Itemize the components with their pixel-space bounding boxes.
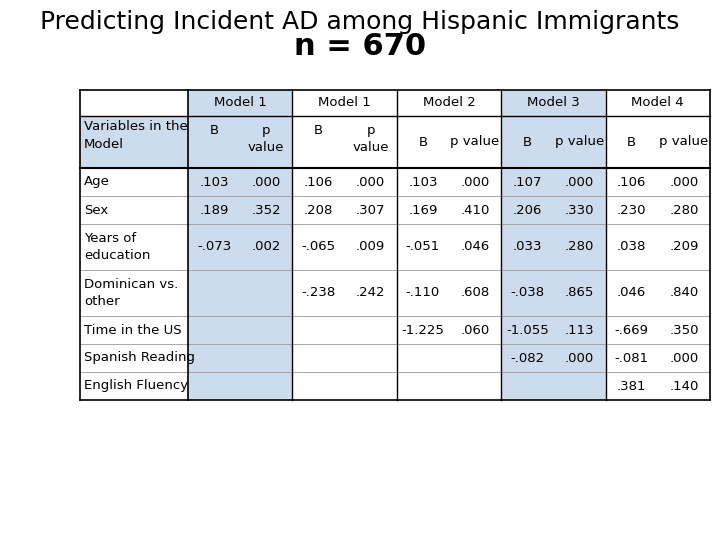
- Text: .103: .103: [199, 176, 229, 188]
- Text: Sex: Sex: [84, 204, 108, 217]
- Text: .840: .840: [670, 287, 698, 300]
- Text: .000: .000: [565, 176, 594, 188]
- Bar: [188, 90, 292, 400]
- Text: -.051: -.051: [406, 240, 440, 253]
- Text: .608: .608: [461, 287, 490, 300]
- Text: B: B: [314, 124, 323, 137]
- Text: .280: .280: [669, 204, 698, 217]
- Text: Model 4: Model 4: [631, 97, 684, 110]
- Text: .038: .038: [617, 240, 647, 253]
- Text: Spanish Reading: Spanish Reading: [84, 352, 195, 365]
- Text: .242: .242: [356, 287, 385, 300]
- Bar: [80, 116, 188, 168]
- Text: -.073: -.073: [197, 240, 231, 253]
- Text: .046: .046: [461, 240, 490, 253]
- Text: .060: .060: [461, 323, 490, 336]
- Text: .307: .307: [356, 204, 385, 217]
- Text: .189: .189: [199, 204, 229, 217]
- Text: B: B: [210, 124, 219, 137]
- Text: B: B: [523, 136, 532, 148]
- Text: Age: Age: [84, 176, 110, 188]
- Text: Model 2: Model 2: [423, 97, 475, 110]
- Text: Dominican vs.
other: Dominican vs. other: [84, 278, 179, 308]
- Bar: [501, 90, 606, 400]
- Text: .002: .002: [251, 240, 281, 253]
- Text: -.038: -.038: [510, 287, 544, 300]
- Text: B: B: [627, 136, 636, 148]
- Text: .033: .033: [513, 240, 542, 253]
- Text: .381: .381: [617, 380, 647, 393]
- Text: -1.225: -1.225: [402, 323, 444, 336]
- Text: p value: p value: [660, 136, 708, 148]
- Text: .000: .000: [670, 352, 698, 365]
- Text: Model 1: Model 1: [214, 97, 266, 110]
- Text: .113: .113: [564, 323, 594, 336]
- Text: English Fluency: English Fluency: [84, 380, 188, 393]
- Text: .000: .000: [565, 352, 594, 365]
- Text: -.238: -.238: [302, 287, 336, 300]
- Text: .000: .000: [252, 176, 281, 188]
- Text: -1.055: -1.055: [506, 323, 549, 336]
- Text: -.669: -.669: [615, 323, 649, 336]
- Text: .280: .280: [564, 240, 594, 253]
- Text: .000: .000: [356, 176, 385, 188]
- Text: .106: .106: [617, 176, 647, 188]
- Text: Years of
education: Years of education: [84, 232, 150, 262]
- Text: .208: .208: [304, 204, 333, 217]
- Text: .140: .140: [669, 380, 698, 393]
- Text: Model 3: Model 3: [527, 97, 580, 110]
- Text: p value: p value: [451, 136, 500, 148]
- Text: -.110: -.110: [406, 287, 440, 300]
- Text: p
value: p value: [248, 124, 284, 154]
- Text: .103: .103: [408, 176, 438, 188]
- Text: .209: .209: [669, 240, 698, 253]
- Text: .230: .230: [617, 204, 647, 217]
- Text: .352: .352: [251, 204, 281, 217]
- Text: .000: .000: [670, 176, 698, 188]
- Text: .009: .009: [356, 240, 385, 253]
- Text: p
value: p value: [353, 124, 389, 154]
- Text: -.082: -.082: [510, 352, 544, 365]
- Text: n = 670: n = 670: [294, 32, 426, 61]
- Text: .000: .000: [461, 176, 490, 188]
- Text: -.081: -.081: [615, 352, 649, 365]
- Text: -.065: -.065: [302, 240, 336, 253]
- Text: Variables in the
Model: Variables in the Model: [84, 120, 188, 151]
- Text: .350: .350: [669, 323, 698, 336]
- Text: .206: .206: [513, 204, 542, 217]
- Text: .046: .046: [617, 287, 647, 300]
- Text: p value: p value: [555, 136, 604, 148]
- Text: .410: .410: [460, 204, 490, 217]
- Text: Predicting Incident AD among Hispanic Immigrants: Predicting Incident AD among Hispanic Im…: [40, 10, 680, 34]
- Text: Time in the US: Time in the US: [84, 323, 181, 336]
- Text: Model 1: Model 1: [318, 97, 371, 110]
- Text: .169: .169: [408, 204, 438, 217]
- Text: B: B: [418, 136, 428, 148]
- Text: .106: .106: [304, 176, 333, 188]
- Text: .107: .107: [513, 176, 542, 188]
- Text: .330: .330: [564, 204, 594, 217]
- Text: .865: .865: [564, 287, 594, 300]
